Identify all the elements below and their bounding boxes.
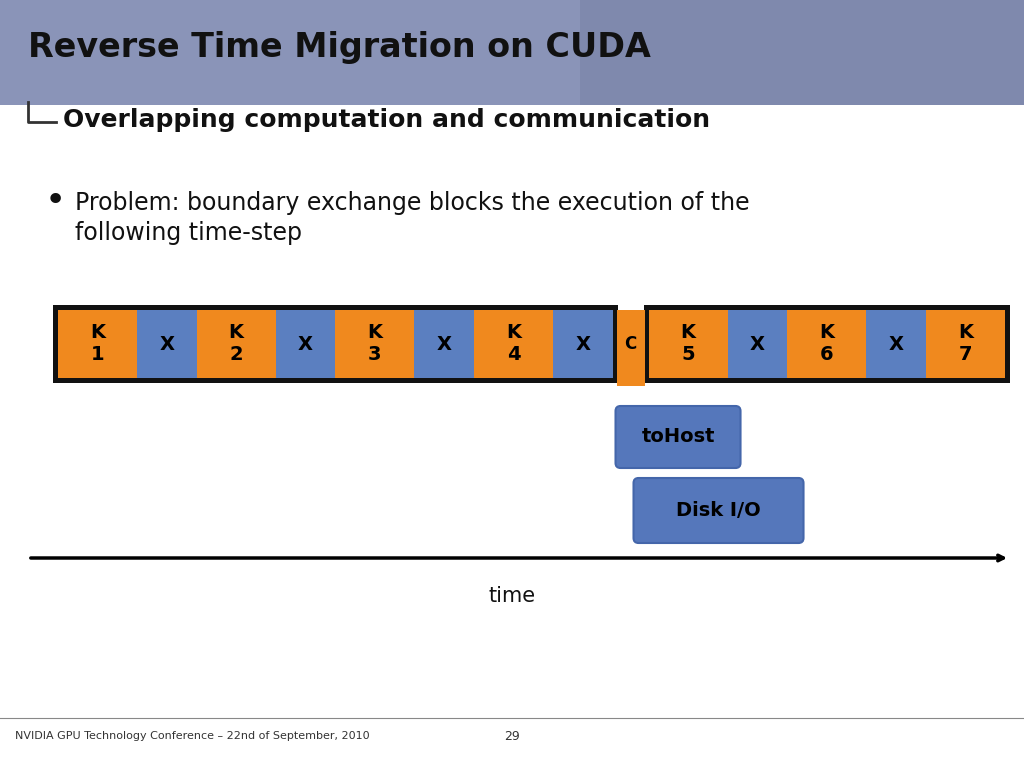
FancyBboxPatch shape [615, 406, 740, 468]
Text: time: time [488, 586, 536, 606]
Bar [275, 310, 335, 378]
Text: X: X [160, 335, 174, 353]
Text: K
5: K 5 [681, 323, 695, 365]
Text: K
2: K 2 [228, 323, 244, 365]
Bar [335, 310, 415, 378]
Bar [616, 310, 644, 386]
Bar [926, 310, 1005, 378]
Text: X: X [750, 335, 765, 353]
Text: Reverse Time Migration on CUDA: Reverse Time Migration on CUDA [28, 31, 651, 65]
Bar [553, 310, 612, 378]
Text: Problem: boundary exchange blocks the execution of the: Problem: boundary exchange blocks the ex… [75, 191, 750, 215]
Text: X: X [436, 335, 452, 353]
Bar [415, 310, 474, 378]
Bar [866, 310, 926, 378]
Bar [53, 305, 617, 383]
Text: K
6: K 6 [819, 323, 835, 365]
Bar [58, 310, 137, 378]
Text: Disk I/O: Disk I/O [676, 501, 761, 520]
Bar [197, 310, 275, 378]
Text: •: • [45, 184, 67, 218]
Bar [648, 310, 728, 378]
Text: X: X [575, 335, 590, 353]
Text: K
3: K 3 [368, 323, 382, 365]
Text: toHost: toHost [641, 428, 715, 446]
Bar [474, 310, 553, 378]
Text: X: X [298, 335, 313, 353]
Text: NVIDIA GPU Technology Conference – 22nd of September, 2010: NVIDIA GPU Technology Conference – 22nd … [15, 731, 370, 741]
Text: 29: 29 [504, 730, 520, 743]
Text: K
7: K 7 [957, 323, 973, 365]
Bar [728, 310, 787, 378]
Bar [643, 305, 1010, 383]
Text: C: C [625, 335, 637, 353]
FancyBboxPatch shape [634, 478, 804, 543]
Text: K
1: K 1 [90, 323, 105, 365]
Text: following time-step: following time-step [75, 221, 302, 245]
Bar [0, 0, 1024, 105]
Text: X: X [889, 335, 903, 353]
Bar [137, 310, 197, 378]
Bar [580, 0, 1024, 105]
Text: K
4: K 4 [506, 323, 521, 365]
Text: Overlapping computation and communication: Overlapping computation and communicatio… [63, 108, 710, 132]
Bar [787, 310, 866, 378]
Bar [0, 105, 1024, 768]
